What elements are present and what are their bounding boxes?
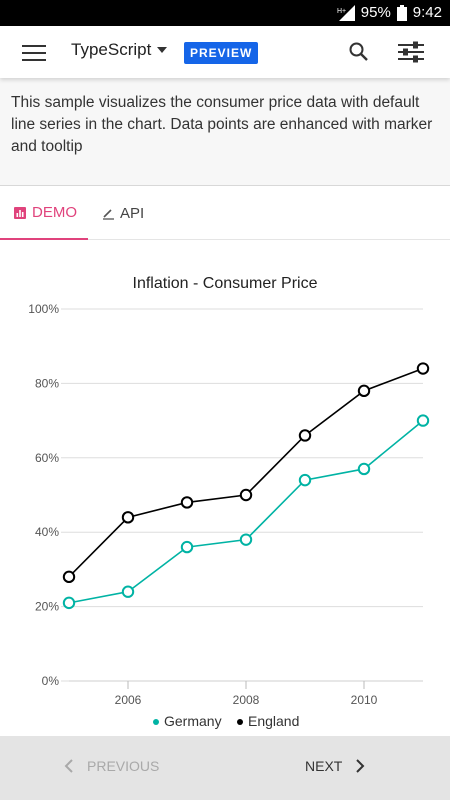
- data-point-germany: [239, 533, 253, 546]
- app-bar: TypeScript PREVIEW: [0, 26, 450, 78]
- data-point-germany: [416, 414, 430, 427]
- bar-chart-icon: [14, 206, 26, 219]
- legend-marker-germany: [153, 719, 159, 725]
- y-tick-label: 60%: [35, 451, 59, 465]
- data-point-germany: [298, 473, 312, 487]
- y-tick-label: 40%: [35, 525, 59, 539]
- tab-api[interactable]: API: [102, 187, 144, 240]
- y-tick-label: 100%: [28, 302, 59, 316]
- tab-api-label: API: [120, 205, 145, 222]
- data-point-england: [62, 570, 76, 584]
- svg-text:H+: H+: [337, 8, 346, 15]
- language-selector[interactable]: TypeScript: [71, 40, 168, 60]
- chevron-left-icon: [64, 759, 73, 773]
- signal-icon: H+: [337, 4, 355, 21]
- sliders-icon[interactable]: [398, 40, 424, 64]
- pencil-icon: [103, 208, 114, 220]
- status-bar: H+ 95% 9:42: [0, 0, 450, 26]
- data-point-england: [121, 511, 135, 524]
- y-tick-label: 80%: [35, 376, 59, 390]
- battery-icon: [396, 4, 407, 21]
- series-line-germany: [68, 419, 424, 604]
- sample-description: This sample visualizes the consumer pric…: [0, 78, 450, 186]
- data-point-england: [180, 496, 194, 509]
- tab-demo[interactable]: DEMO: [0, 187, 88, 240]
- data-point-germany: [62, 596, 76, 610]
- legend-label-england: England: [248, 713, 299, 729]
- data-point-germany: [180, 540, 194, 554]
- search-icon[interactable]: [348, 41, 370, 63]
- preview-badge: PREVIEW: [184, 42, 259, 64]
- inflation-chart: Inflation - Consumer Price 0% 20% 40% 60% 80…: [28, 275, 430, 729]
- previous-button[interactable]: PREVIOUS: [64, 758, 159, 774]
- y-tick-label: 20%: [35, 600, 59, 614]
- battery-percent: 95%: [360, 4, 391, 21]
- legend-label-germany: Germany: [164, 713, 222, 729]
- data-point-england: [416, 362, 430, 375]
- footer-nav: PREVIOUS NEXT: [0, 736, 450, 800]
- x-tick-label: 2010: [351, 693, 378, 707]
- tab-bar: DEMO API: [0, 187, 450, 240]
- legend-marker-england: [237, 719, 243, 725]
- y-tick-label: 0%: [42, 674, 60, 688]
- data-point-england: [357, 384, 371, 398]
- chart-title: Inflation - Consumer Price: [133, 275, 318, 292]
- previous-label: PREVIOUS: [87, 758, 160, 774]
- chevron-right-icon: [356, 759, 365, 773]
- chart-area: Inflation - Consumer Price 0% 20% 40% 60% 80…: [0, 241, 450, 735]
- caret-down-icon: [157, 47, 168, 53]
- x-tick-label: 2006: [115, 693, 142, 707]
- next-button[interactable]: NEXT: [305, 758, 365, 774]
- language-label: TypeScript: [71, 40, 152, 59]
- menu-icon[interactable]: [22, 42, 46, 62]
- next-label: NEXT: [305, 758, 343, 774]
- data-point-england: [239, 488, 253, 502]
- data-point-germany: [121, 585, 135, 598]
- status-time: 9:42: [412, 4, 442, 21]
- x-tick-label: 2008: [233, 693, 260, 707]
- tab-demo-label: DEMO: [32, 204, 77, 221]
- data-point-england: [298, 429, 312, 442]
- data-point-germany: [357, 462, 371, 476]
